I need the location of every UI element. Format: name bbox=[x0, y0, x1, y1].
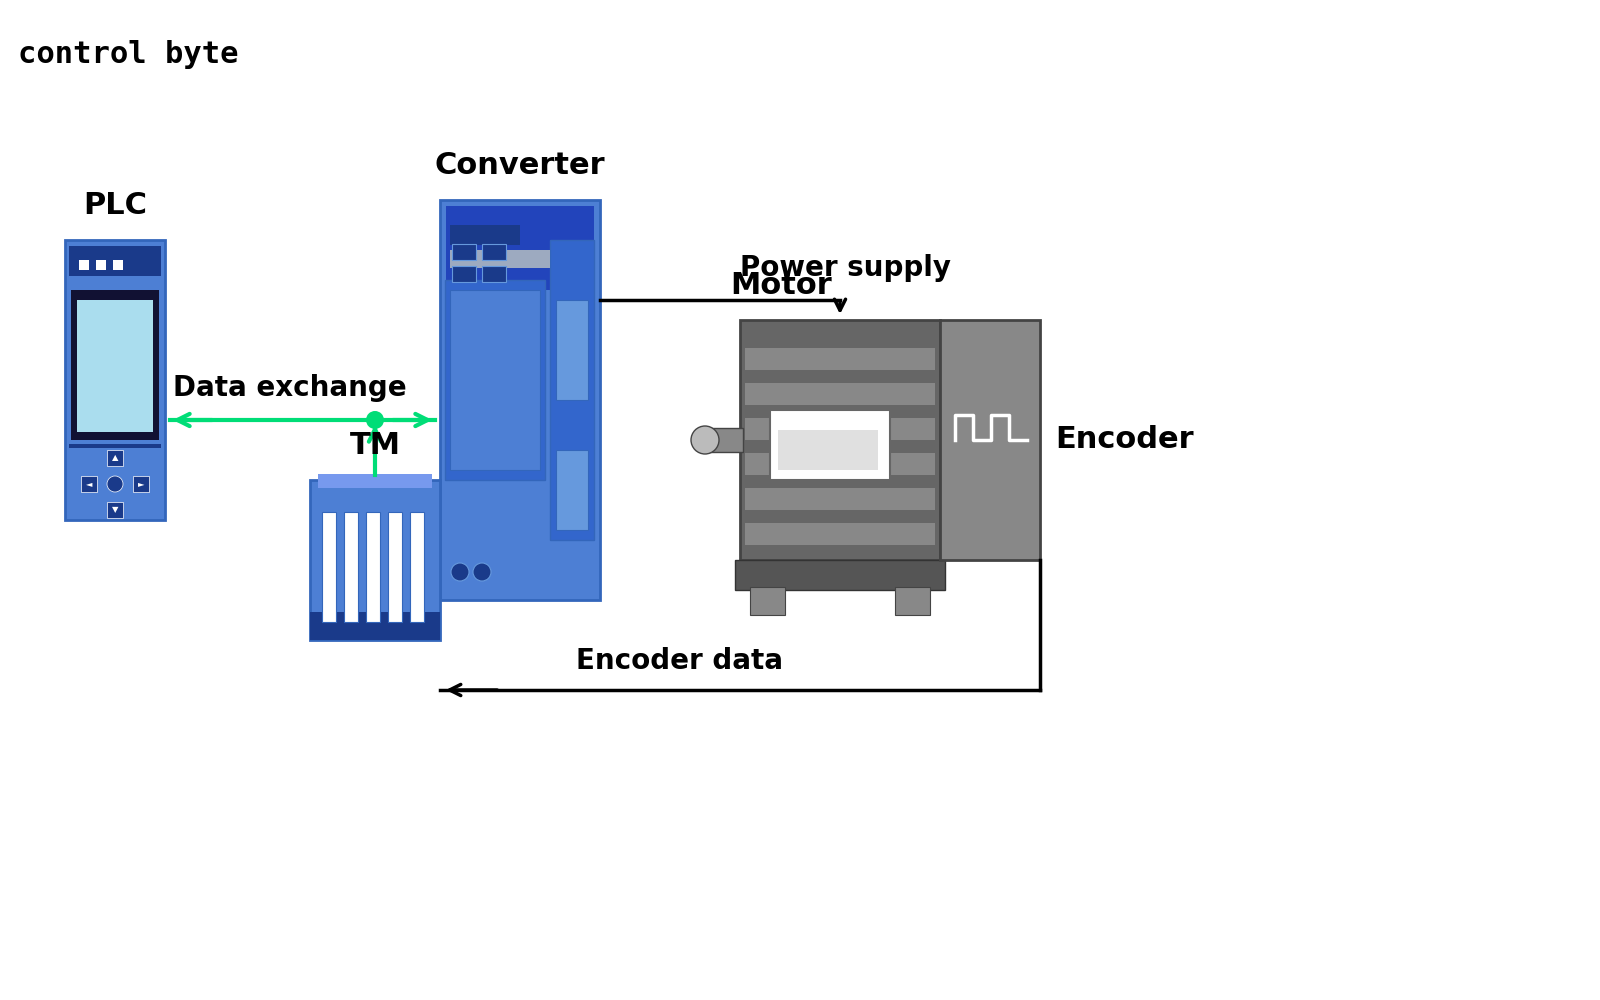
Circle shape bbox=[366, 411, 384, 429]
Bar bbox=[344, 512, 358, 622]
Text: ▲: ▲ bbox=[112, 454, 118, 462]
Bar bbox=[746, 348, 934, 370]
Bar bbox=[114, 260, 123, 270]
Bar bbox=[78, 260, 90, 270]
Circle shape bbox=[107, 476, 123, 492]
Bar bbox=[734, 560, 946, 590]
Circle shape bbox=[451, 563, 469, 581]
Bar bbox=[746, 523, 934, 545]
Bar bbox=[750, 587, 786, 615]
Bar bbox=[70, 290, 158, 440]
Text: Encoder data: Encoder data bbox=[576, 647, 784, 675]
Text: Data exchange: Data exchange bbox=[173, 374, 406, 402]
Bar bbox=[746, 418, 934, 440]
Bar bbox=[410, 512, 424, 622]
Text: Converter: Converter bbox=[435, 151, 605, 180]
Bar bbox=[318, 474, 432, 488]
Bar bbox=[77, 300, 154, 432]
Bar bbox=[482, 266, 506, 282]
Bar bbox=[310, 480, 440, 640]
Bar bbox=[557, 450, 589, 530]
Bar bbox=[69, 246, 162, 276]
Bar bbox=[453, 266, 477, 282]
Bar bbox=[96, 260, 106, 270]
Bar bbox=[778, 430, 878, 470]
Text: ◄: ◄ bbox=[86, 480, 93, 488]
Bar bbox=[69, 444, 162, 448]
Bar bbox=[133, 476, 149, 492]
Text: ▼: ▼ bbox=[112, 506, 118, 514]
Bar bbox=[746, 453, 934, 475]
Bar bbox=[82, 476, 98, 492]
Bar bbox=[746, 488, 934, 510]
Text: TM: TM bbox=[349, 431, 400, 460]
Bar bbox=[550, 240, 594, 540]
Bar bbox=[482, 244, 506, 260]
Bar bbox=[746, 383, 934, 405]
Bar bbox=[107, 502, 123, 518]
Bar bbox=[453, 244, 477, 260]
Bar bbox=[894, 587, 930, 615]
Bar bbox=[440, 200, 600, 600]
Bar bbox=[322, 512, 336, 622]
Bar bbox=[450, 225, 520, 245]
Circle shape bbox=[474, 563, 491, 581]
Bar bbox=[450, 250, 550, 268]
Bar bbox=[770, 410, 890, 480]
Bar bbox=[366, 512, 381, 622]
Bar bbox=[450, 290, 541, 470]
Bar bbox=[557, 300, 589, 400]
Text: PLC: PLC bbox=[83, 191, 147, 220]
Bar bbox=[706, 428, 742, 452]
Bar bbox=[445, 280, 546, 480]
Bar bbox=[387, 512, 402, 622]
Circle shape bbox=[691, 426, 718, 454]
Bar bbox=[739, 320, 941, 560]
Bar bbox=[66, 240, 165, 520]
Bar bbox=[446, 206, 594, 290]
Text: control byte: control byte bbox=[18, 40, 238, 69]
Text: Encoder: Encoder bbox=[1054, 426, 1194, 454]
Bar bbox=[310, 612, 440, 640]
Text: Power supply: Power supply bbox=[739, 254, 950, 282]
Bar bbox=[941, 320, 1040, 560]
Text: ►: ► bbox=[138, 480, 144, 488]
Bar bbox=[107, 450, 123, 466]
Text: Motor: Motor bbox=[730, 271, 832, 300]
